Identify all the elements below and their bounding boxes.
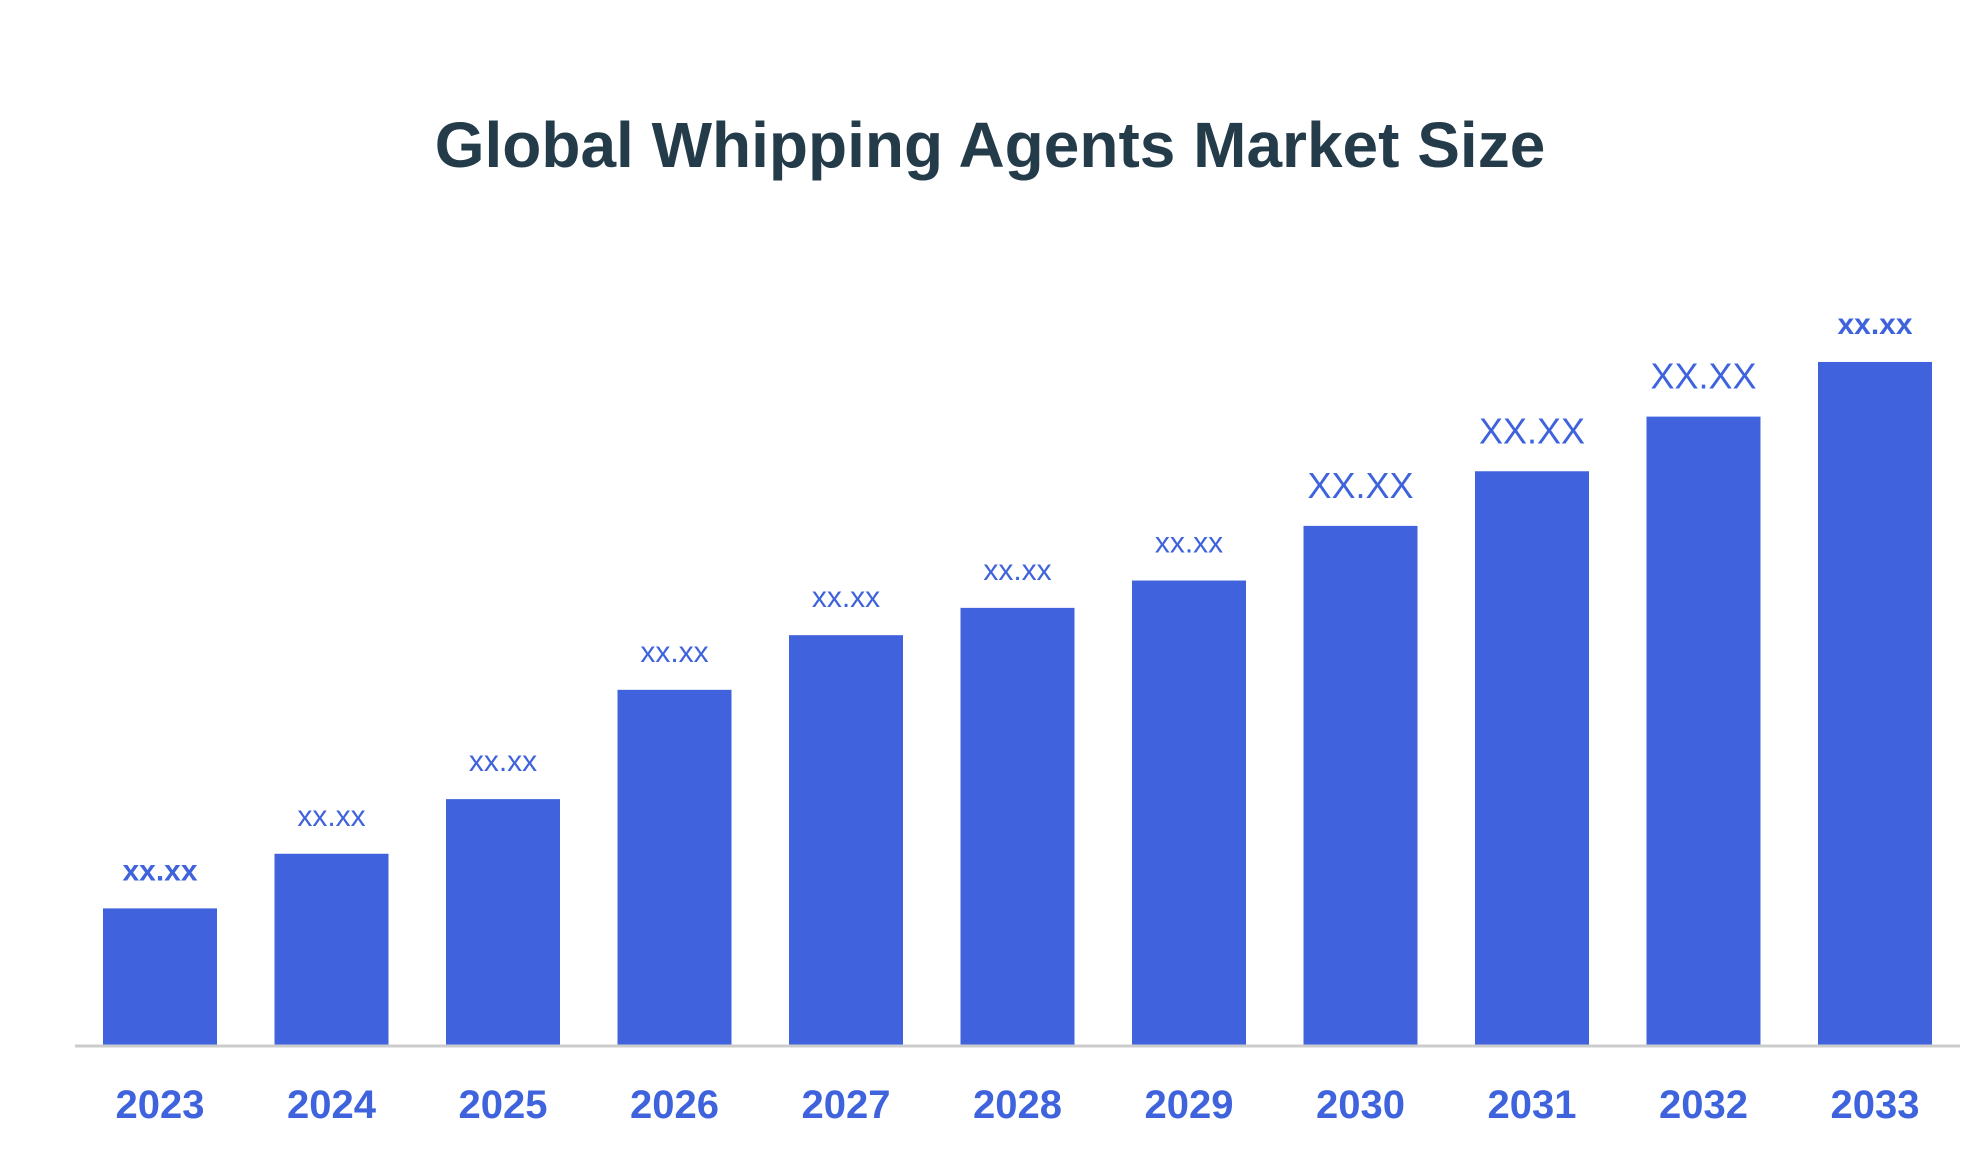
- bar-2028: [960, 607, 1075, 1045]
- bar-2027: [789, 635, 903, 1045]
- x-tick-label-2026: 2026: [630, 1083, 719, 1127]
- bar-2031: [1475, 471, 1589, 1045]
- x-tick-label-2030: 2030: [1316, 1083, 1405, 1127]
- x-tick-label-2031: 2031: [1488, 1083, 1577, 1127]
- data-label-2032: XX.XX: [1650, 356, 1756, 397]
- x-tick-label-2025: 2025: [459, 1083, 548, 1127]
- bar-2033: [1818, 361, 1932, 1045]
- data-label-2033: xx.xx: [1837, 308, 1912, 341]
- data-label-2023: xx.xx: [122, 854, 197, 887]
- bar-2029: [1132, 580, 1246, 1045]
- x-tick-label-2023: 2023: [116, 1083, 205, 1127]
- data-label-2027: xx.xx: [812, 581, 880, 614]
- x-tick-label-2033: 2033: [1831, 1083, 1920, 1127]
- x-tick-label-2032: 2032: [1659, 1083, 1748, 1127]
- data-label-2024: xx.xx: [297, 800, 365, 833]
- x-tick-label-2028: 2028: [973, 1083, 1062, 1127]
- data-label-2026: xx.xx: [640, 636, 708, 669]
- chart-title: Global Whipping Agents Market Size: [434, 109, 1546, 181]
- bar-2024: [274, 853, 389, 1045]
- x-tick-label-2029: 2029: [1145, 1083, 1234, 1127]
- x-tick-labels-group: 2023 2024 2025 2026 2027 2028 2029 2030 2031 2032…: [116, 1083, 1920, 1127]
- bar-2025: [446, 799, 560, 1045]
- data-label-2025: xx.xx: [469, 745, 537, 778]
- bars-group: [103, 361, 1932, 1045]
- bar-2026: [617, 689, 732, 1045]
- data-label-2031: XX.XX: [1479, 410, 1585, 451]
- x-tick-label-2024: 2024: [287, 1083, 377, 1127]
- data-label-2029: xx.xx: [1155, 527, 1223, 560]
- x-tick-label-2027: 2027: [802, 1083, 891, 1127]
- bar-2023: [103, 908, 217, 1045]
- data-label-2028: xx.xx: [983, 554, 1051, 587]
- bar-2030: [1303, 525, 1418, 1045]
- bar-2032: [1646, 416, 1761, 1045]
- data-labels-group: xx.xx xx.xx xx.xx xx.xx xx.xx xx.xx xx.xx XX.XX…: [122, 308, 1912, 887]
- data-label-2030: XX.XX: [1307, 465, 1413, 506]
